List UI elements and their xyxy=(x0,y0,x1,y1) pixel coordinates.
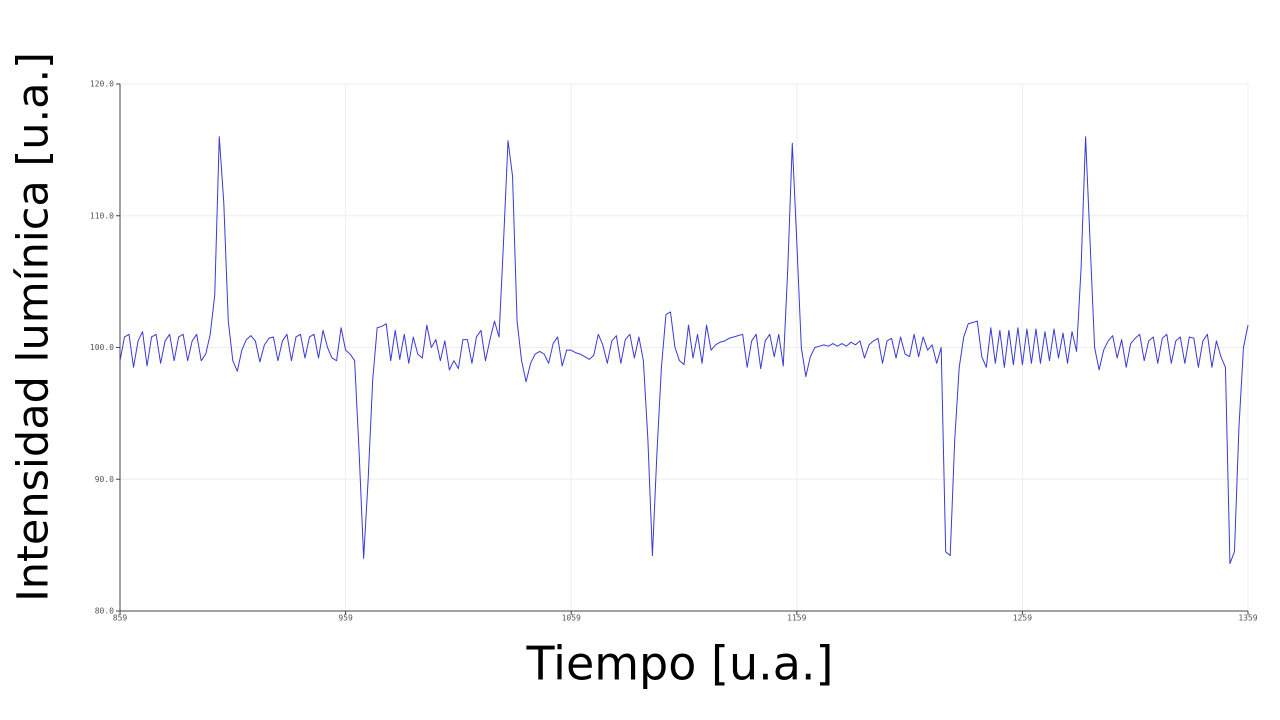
x-axis-title: Tiempo [u.a.] xyxy=(525,637,833,691)
axes: 80.0 90.0 100.0 110.0 120.0 859 959 1059 1159 125… xyxy=(90,80,1258,623)
y-tick-label: 80.0 xyxy=(95,607,114,616)
y-tick-label: 110.0 xyxy=(90,211,114,220)
marks xyxy=(119,136,1249,565)
x-tick-label: 1259 xyxy=(1013,614,1032,623)
y-tick-label: 100.0 xyxy=(90,343,114,352)
x-tick-label: 1059 xyxy=(562,614,581,623)
y-tick-label: 90.0 xyxy=(95,475,114,484)
y-axis-title: Intensidad lumínica [u.a.] xyxy=(9,52,59,602)
y-tick-label: 120.0 xyxy=(90,80,114,89)
data-line xyxy=(119,136,1249,565)
x-tick-label: 1159 xyxy=(787,614,806,623)
x-tick-label: 859 xyxy=(113,614,128,623)
x-tick-label: 959 xyxy=(338,614,353,623)
x-tick-label: 1359 xyxy=(1238,614,1257,623)
